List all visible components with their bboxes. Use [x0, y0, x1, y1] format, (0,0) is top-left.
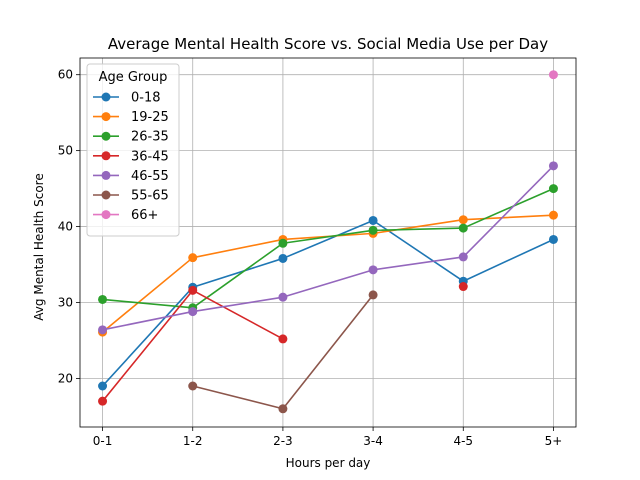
data-point — [368, 290, 378, 300]
x-tick-label: 1-2 — [183, 434, 203, 448]
y-tick-label: 50 — [58, 144, 73, 158]
data-point — [98, 325, 108, 335]
legend-label: 36-45 — [131, 149, 169, 164]
x-tick-label: 5+ — [545, 434, 563, 448]
legend-item: 26-35 — [93, 130, 169, 145]
series-line — [102, 187, 554, 309]
y-tick-label: 30 — [58, 295, 73, 309]
legend-swatch-marker — [101, 151, 111, 161]
series-66+ — [548, 70, 558, 80]
y-tick-label: 40 — [58, 220, 73, 234]
data-point — [458, 252, 468, 262]
legend-swatch-marker — [101, 210, 111, 220]
data-point — [278, 334, 288, 344]
y-tick-label: 20 — [58, 371, 73, 385]
data-point — [458, 223, 468, 233]
series-36-45 — [98, 282, 468, 406]
data-point — [548, 161, 558, 171]
legend-swatch-marker — [101, 112, 111, 122]
data-point — [548, 210, 558, 220]
series-line — [101, 219, 554, 387]
legend-label: 55-65 — [131, 189, 169, 204]
legend-item: 66+ — [93, 208, 158, 223]
data-point — [278, 404, 288, 414]
data-point — [278, 292, 288, 302]
data-point — [188, 381, 198, 391]
data-point — [188, 285, 198, 295]
legend-label: 46-55 — [131, 169, 169, 184]
legend-swatch-marker — [101, 131, 111, 141]
legend-title: Age Group — [99, 70, 168, 85]
series-55-65 — [188, 290, 378, 414]
legend-item: 19-25 — [93, 110, 169, 125]
series-line — [102, 165, 555, 331]
legend-swatch-marker — [101, 170, 111, 180]
x-tick-label: 3-4 — [363, 434, 383, 448]
data-point — [548, 70, 558, 80]
data-point — [368, 225, 378, 235]
ticks: 0-1 1-2 2-3 3-4 4-5 5+ 20 30 40 50 60 — [58, 68, 563, 448]
y-axis-label: Avg Mental Health Score — [32, 173, 46, 320]
x-axis-label: Hours per day — [286, 456, 371, 470]
legend-label: 19-25 — [131, 110, 169, 125]
data-point — [368, 265, 378, 275]
data-point — [278, 238, 288, 248]
data-point — [188, 253, 198, 263]
legend-swatch-marker — [101, 190, 111, 200]
data-point — [188, 307, 198, 317]
data-point — [548, 234, 558, 244]
legend-swatch-marker — [101, 92, 111, 102]
chart-title: Average Mental Health Score vs. Social M… — [108, 35, 548, 53]
legend-item: 55-65 — [93, 189, 169, 204]
series-46-55 — [98, 161, 558, 335]
data-point — [98, 381, 108, 391]
data-point — [368, 215, 378, 225]
plot-frame — [79, 57, 577, 428]
data-point — [458, 215, 468, 225]
x-tick-label: 0-1 — [93, 434, 113, 448]
legend: Age Group 0-18 19-25 26-35 36-45 46-55 55-65 6… — [86, 63, 180, 237]
x-tick-label: 4-5 — [453, 434, 473, 448]
legend-label: 0-18 — [131, 91, 161, 106]
legend-item: 46-55 — [93, 169, 169, 184]
legend-item: 36-45 — [93, 149, 169, 164]
data-point — [98, 294, 108, 304]
legend-item: 0-18 — [93, 91, 161, 106]
series-layer — [98, 70, 558, 414]
data-point — [458, 282, 468, 292]
legend-label: 66+ — [131, 208, 158, 223]
data-point — [548, 184, 558, 194]
data-point — [98, 396, 108, 406]
x-tick-label: 2-3 — [273, 434, 293, 448]
y-tick-label: 60 — [58, 68, 73, 82]
legend-label: 26-35 — [131, 130, 169, 145]
data-point — [278, 253, 288, 263]
